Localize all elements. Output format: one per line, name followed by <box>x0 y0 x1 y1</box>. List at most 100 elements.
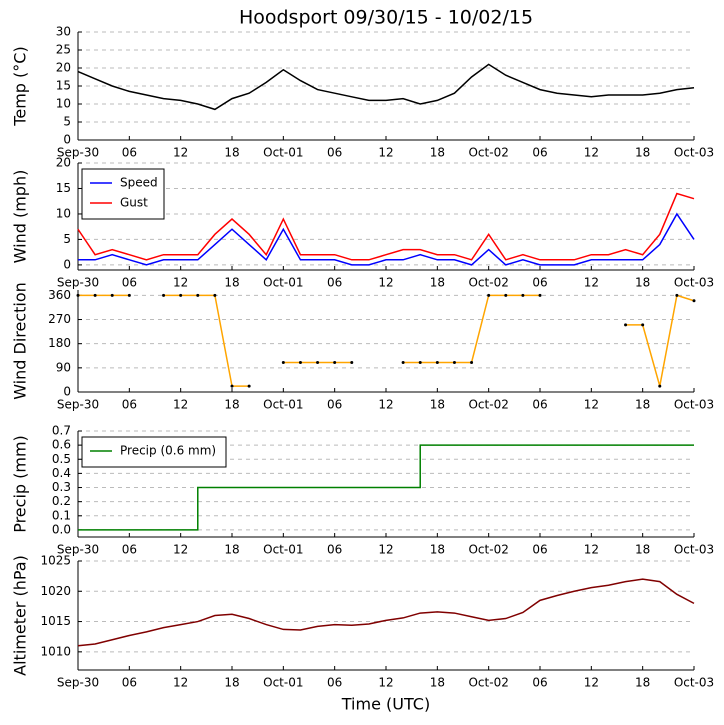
x-tick-label: 06 <box>327 276 342 290</box>
y-tick-label: 0 <box>63 385 71 399</box>
x-tick-label: Oct-03 <box>674 543 714 557</box>
x-tick-label: 18 <box>430 543 445 557</box>
y-tick-label: 15 <box>56 79 71 93</box>
x-tick-label: 18 <box>224 676 239 690</box>
point <box>675 293 679 297</box>
x-tick-label: 12 <box>173 276 188 290</box>
x-tick-label: 06 <box>327 543 342 557</box>
x-tick-label: 18 <box>224 398 239 412</box>
x-tick-label: 12 <box>584 276 599 290</box>
x-tick-label: 12 <box>584 398 599 412</box>
legend-box <box>81 436 227 468</box>
point <box>624 323 628 327</box>
series-line <box>77 63 695 111</box>
point <box>110 293 114 297</box>
x-tick-label: 06 <box>532 276 547 290</box>
y-tick-label: 5 <box>63 232 71 246</box>
y-tick-label: 0.0 <box>52 522 71 536</box>
x-tick-label: Oct-01 <box>263 543 303 557</box>
point <box>298 360 302 364</box>
point <box>162 293 166 297</box>
point <box>196 293 200 297</box>
x-tick-label: 06 <box>327 146 342 160</box>
series-line <box>77 192 695 261</box>
x-tick-label: Oct-02 <box>468 543 508 557</box>
legend-label: Gust <box>120 196 148 210</box>
x-tick-label: Sep-30 <box>57 676 99 690</box>
x-tick-label: 18 <box>635 676 650 690</box>
x-tick-label: Oct-03 <box>674 398 714 412</box>
x-tick-label: Oct-01 <box>263 398 303 412</box>
x-tick-label: Oct-03 <box>674 276 714 290</box>
x-tick-label: 12 <box>378 676 393 690</box>
x-tick-label: Sep-30 <box>57 398 99 412</box>
point <box>418 360 422 364</box>
point <box>692 299 696 303</box>
panel: Wind (mph) 0 5 10 15 20 Sep-30 06 12 18 Oct-01 06 12… <box>11 156 715 290</box>
x-tick-label: 18 <box>430 398 445 412</box>
x-tick-label: Oct-02 <box>468 676 508 690</box>
x-tick-label: 06 <box>327 398 342 412</box>
x-tick-label: Oct-01 <box>263 146 303 160</box>
x-tick-label: Oct-03 <box>674 146 714 160</box>
x-tick-label: 12 <box>378 543 393 557</box>
x-tick-label: 06 <box>122 543 137 557</box>
x-tick-label: 18 <box>635 398 650 412</box>
x-tick-label: Sep-30 <box>57 146 99 160</box>
y-tick-label: 10 <box>56 206 71 220</box>
y-axis-label: Temp (°C) <box>11 46 30 126</box>
x-tick-label: 06 <box>532 146 547 160</box>
x-tick-label: Oct-01 <box>263 676 303 690</box>
point <box>401 360 405 364</box>
x-tick-label: 12 <box>173 543 188 557</box>
point <box>470 360 474 364</box>
panel: Wind Direction 0 90 180 270 360 Sep-30 06 12 18 Oc… <box>11 282 715 411</box>
point <box>435 360 439 364</box>
x-tick-label: 06 <box>532 398 547 412</box>
x-tick-label: 12 <box>173 398 188 412</box>
point <box>76 293 80 297</box>
x-tick-label: Oct-02 <box>468 276 508 290</box>
y-tick-label: 180 <box>48 336 71 350</box>
x-tick-label: Sep-30 <box>57 543 99 557</box>
point <box>452 360 456 364</box>
y-tick-label: 5 <box>63 115 71 129</box>
point <box>247 384 251 388</box>
y-tick-label: 1015 <box>40 614 71 628</box>
y-tick-label: 0.2 <box>52 494 71 508</box>
panel: Hoodsport 09/30/15 - 10/02/15 Temp (°C) 0 5… <box>11 7 715 160</box>
x-tick-label: 12 <box>173 146 188 160</box>
x-tick-label: 18 <box>224 146 239 160</box>
x-tick-label: 18 <box>635 276 650 290</box>
x-tick-label: 06 <box>122 276 137 290</box>
y-tick-label: 30 <box>56 25 71 39</box>
x-tick-label: 18 <box>430 676 445 690</box>
x-tick-label: 18 <box>224 276 239 290</box>
legend-label: Speed <box>120 176 158 190</box>
point <box>179 293 183 297</box>
point <box>641 323 645 327</box>
x-tick-label: 12 <box>584 543 599 557</box>
legend-label: Precip (0.6 mm) <box>120 444 216 458</box>
point <box>487 293 491 297</box>
y-tick-label: 0.1 <box>52 508 71 522</box>
y-tick-label: 1010 <box>40 644 71 658</box>
x-tick-label: Oct-02 <box>468 398 508 412</box>
x-tick-label: Oct-02 <box>468 146 508 160</box>
chart-title: Hoodsport 09/30/15 - 10/02/15 <box>239 7 533 29</box>
panel: Precip (mm) 0.00.10.20.30.40.50.60.7 Sep-3… <box>11 424 715 557</box>
x-tick-label: 12 <box>378 276 393 290</box>
panel: Altimeter (hPa) Time (UTC) 1010 1015 1020 102… <box>11 554 715 714</box>
y-axis-label: Altimeter (hPa) <box>11 555 30 676</box>
point <box>658 384 662 388</box>
x-tick-label: 06 <box>532 676 547 690</box>
y-tick-label: 0.4 <box>52 466 71 480</box>
point <box>213 293 217 297</box>
y-tick-label: 90 <box>56 360 71 374</box>
x-tick-label: 18 <box>635 146 650 160</box>
x-tick-label: 12 <box>378 398 393 412</box>
y-tick-label: 20 <box>56 61 71 75</box>
point <box>350 360 354 364</box>
x-tick-label: Oct-03 <box>674 676 714 690</box>
y-axis-label: Wind (mph) <box>11 170 30 264</box>
